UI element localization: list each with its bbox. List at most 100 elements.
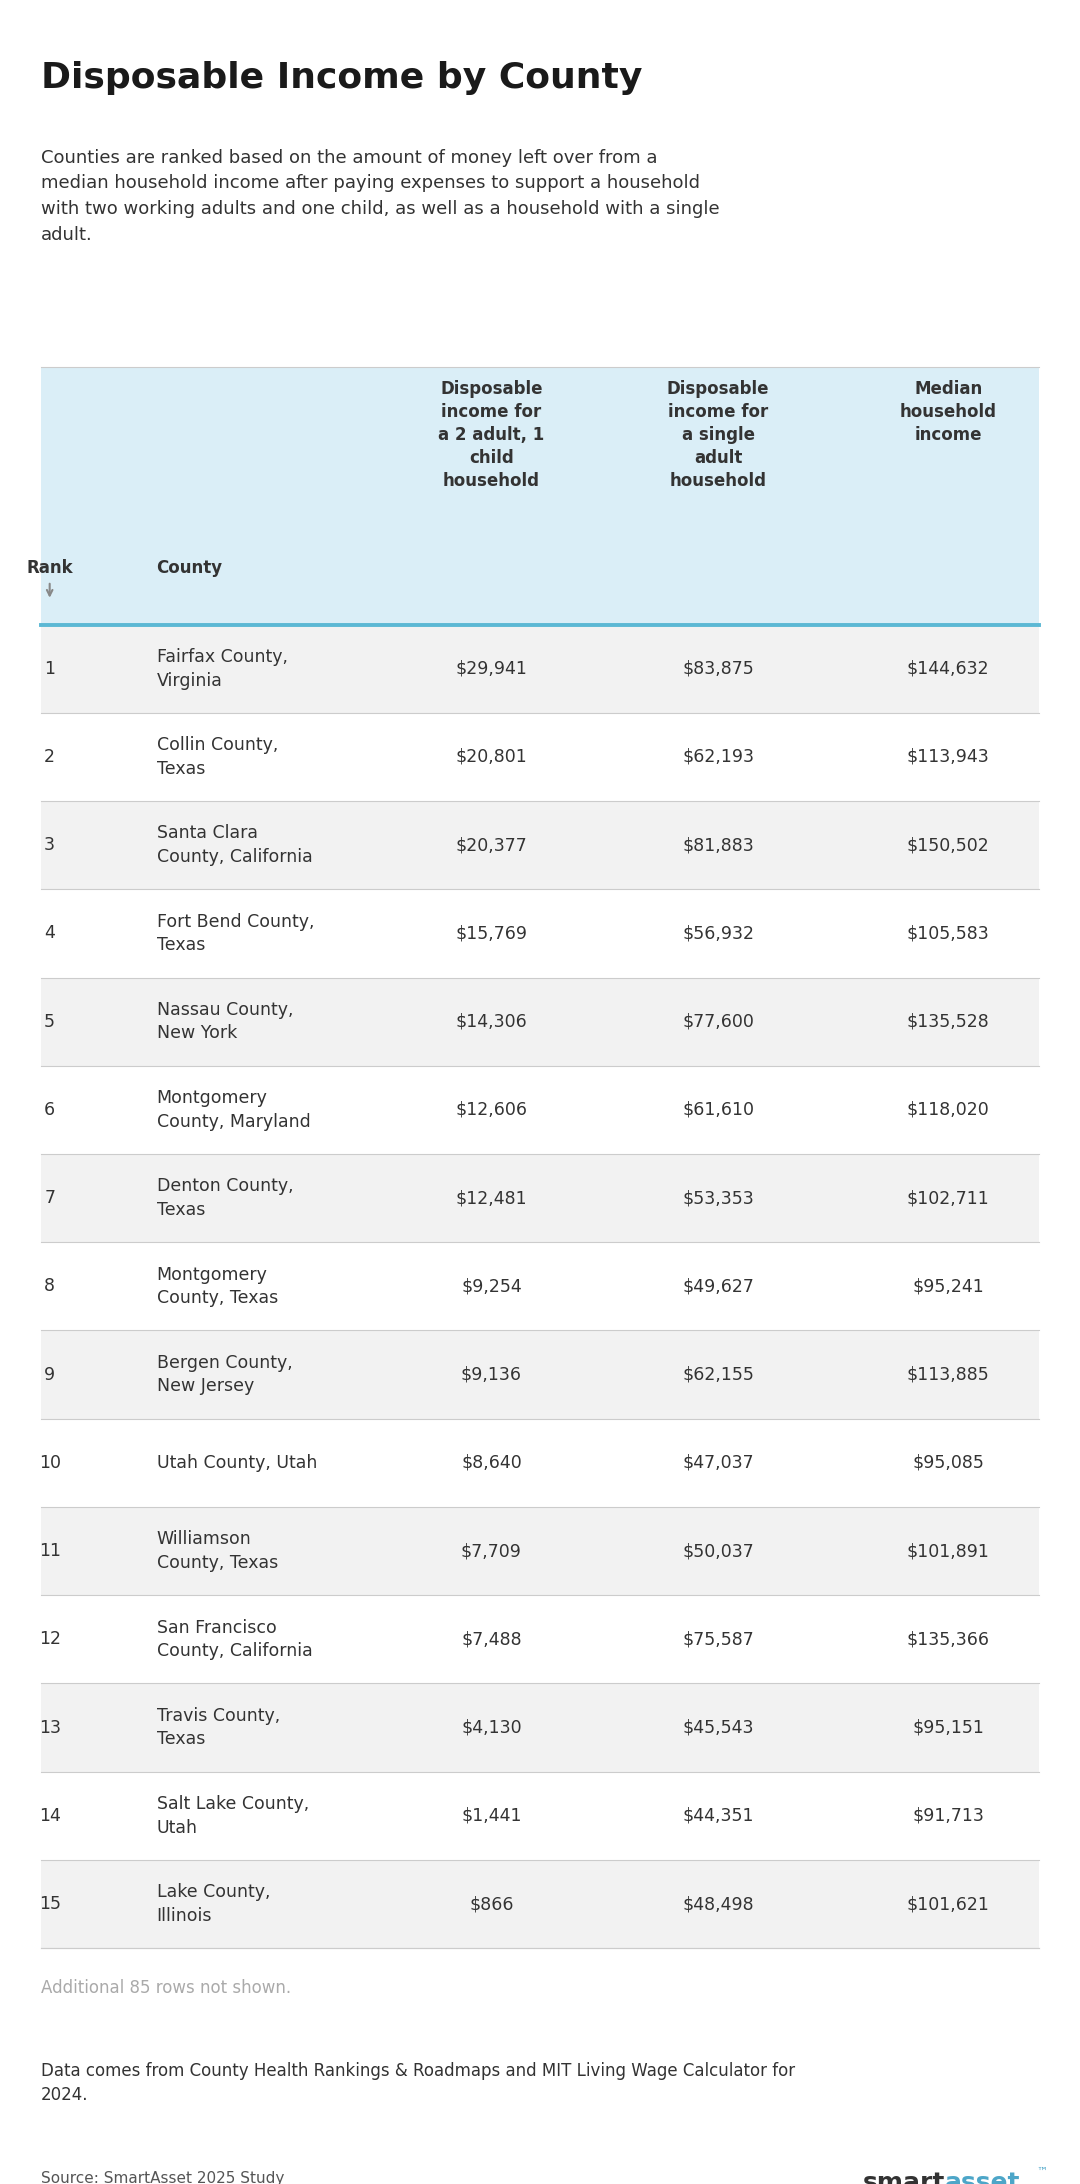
Text: $12,606: $12,606: [456, 1101, 527, 1118]
Bar: [41, 1153, 1039, 1243]
Text: Santa Clara
County, California: Santa Clara County, California: [157, 823, 312, 867]
Bar: [41, 978, 1039, 1066]
Text: $56,932: $56,932: [683, 924, 754, 943]
Bar: [41, 1507, 1039, 1594]
Bar: [41, 367, 1039, 625]
Text: Nassau County,
New York: Nassau County, New York: [157, 1000, 293, 1042]
Bar: [41, 1684, 1039, 1771]
Text: 4: 4: [44, 924, 55, 943]
Text: 15: 15: [39, 1896, 60, 1913]
Text: 3: 3: [44, 836, 55, 854]
Text: 13: 13: [39, 1719, 60, 1736]
Text: Montgomery
County, Maryland: Montgomery County, Maryland: [157, 1090, 310, 1131]
Text: Additional 85 rows not shown.: Additional 85 rows not shown.: [41, 1979, 292, 1996]
Bar: [41, 1243, 1039, 1330]
Text: Denton County,
Texas: Denton County, Texas: [157, 1177, 294, 1219]
Text: $7,709: $7,709: [461, 1542, 522, 1559]
Text: 14: 14: [39, 1806, 60, 1826]
Text: $95,151: $95,151: [913, 1719, 984, 1736]
Text: Counties are ranked based on the amount of money left over from a
median househo: Counties are ranked based on the amount …: [41, 149, 719, 245]
Text: $9,136: $9,136: [461, 1365, 522, 1385]
Text: $62,155: $62,155: [683, 1365, 754, 1385]
Text: Disposable
income for
a 2 adult, 1
child
household: Disposable income for a 2 adult, 1 child…: [438, 380, 544, 489]
Text: $75,587: $75,587: [683, 1629, 754, 1649]
Text: 11: 11: [39, 1542, 60, 1559]
Text: $45,543: $45,543: [683, 1719, 754, 1736]
Text: Montgomery
County, Texas: Montgomery County, Texas: [157, 1265, 278, 1308]
Text: ™: ™: [1037, 2167, 1048, 2177]
Text: $118,020: $118,020: [907, 1101, 989, 1118]
Text: $14,306: $14,306: [456, 1013, 527, 1031]
Text: $4,130: $4,130: [461, 1719, 522, 1736]
Text: $47,037: $47,037: [683, 1455, 754, 1472]
Text: $20,377: $20,377: [456, 836, 527, 854]
Bar: [41, 1771, 1039, 1861]
Text: $62,193: $62,193: [683, 747, 754, 767]
Text: $135,528: $135,528: [907, 1013, 989, 1031]
Text: Source: SmartAsset 2025 Study: Source: SmartAsset 2025 Study: [41, 2171, 284, 2184]
Text: 9: 9: [44, 1365, 55, 1385]
Bar: [41, 712, 1039, 802]
Text: 2: 2: [44, 747, 55, 767]
Text: Lake County,
Illinois: Lake County, Illinois: [157, 1883, 270, 1924]
Text: $144,632: $144,632: [907, 660, 989, 677]
Bar: [41, 889, 1039, 978]
Text: County: County: [157, 559, 222, 577]
Text: Median
household
income: Median household income: [900, 380, 997, 443]
Bar: [41, 1861, 1039, 1948]
Text: 5: 5: [44, 1013, 55, 1031]
Text: $29,941: $29,941: [456, 660, 527, 677]
Text: $20,801: $20,801: [456, 747, 527, 767]
Text: $7,488: $7,488: [461, 1629, 522, 1649]
Text: Disposable Income by County: Disposable Income by County: [41, 61, 643, 96]
Bar: [41, 625, 1039, 712]
Text: Fairfax County,
Virginia: Fairfax County, Virginia: [157, 649, 287, 690]
Text: $50,037: $50,037: [683, 1542, 754, 1559]
Text: $135,366: $135,366: [907, 1629, 989, 1649]
Text: 7: 7: [44, 1188, 55, 1208]
Text: $81,883: $81,883: [683, 836, 754, 854]
Text: Collin County,
Texas: Collin County, Texas: [157, 736, 278, 778]
Text: Disposable
income for
a single
adult
household: Disposable income for a single adult hou…: [667, 380, 769, 489]
Text: $101,891: $101,891: [907, 1542, 989, 1559]
Text: $105,583: $105,583: [907, 924, 989, 943]
Text: $91,713: $91,713: [913, 1806, 984, 1826]
Text: $8,640: $8,640: [461, 1455, 522, 1472]
Text: $15,769: $15,769: [456, 924, 527, 943]
Text: Travis County,
Texas: Travis County, Texas: [157, 1706, 280, 1749]
Text: $1,441: $1,441: [461, 1806, 522, 1826]
Text: 1: 1: [44, 660, 55, 677]
Text: $102,711: $102,711: [907, 1188, 989, 1208]
Text: Utah County, Utah: Utah County, Utah: [157, 1455, 316, 1472]
Text: $9,254: $9,254: [461, 1278, 522, 1295]
Bar: [41, 1420, 1039, 1507]
Text: $53,353: $53,353: [683, 1188, 754, 1208]
Bar: [41, 1594, 1039, 1684]
Text: $12,481: $12,481: [456, 1188, 527, 1208]
Text: $44,351: $44,351: [683, 1806, 754, 1826]
Text: $77,600: $77,600: [683, 1013, 754, 1031]
Text: 6: 6: [44, 1101, 55, 1118]
Text: Bergen County,
New Jersey: Bergen County, New Jersey: [157, 1354, 293, 1396]
Text: smart: smart: [863, 2171, 945, 2184]
Text: Data comes from County Health Rankings & Roadmaps and MIT Living Wage Calculator: Data comes from County Health Rankings &…: [41, 2062, 795, 2103]
Text: Salt Lake County,
Utah: Salt Lake County, Utah: [157, 1795, 309, 1837]
Bar: [41, 1066, 1039, 1153]
Text: $113,943: $113,943: [907, 747, 989, 767]
Text: Williamson
County, Texas: Williamson County, Texas: [157, 1531, 278, 1572]
Bar: [41, 1330, 1039, 1420]
Text: asset: asset: [945, 2171, 1021, 2184]
Text: $113,885: $113,885: [907, 1365, 989, 1385]
Text: $61,610: $61,610: [683, 1101, 754, 1118]
Text: $83,875: $83,875: [683, 660, 754, 677]
Text: Fort Bend County,
Texas: Fort Bend County, Texas: [157, 913, 314, 954]
Text: $95,085: $95,085: [913, 1455, 984, 1472]
Text: $95,241: $95,241: [913, 1278, 984, 1295]
Text: $101,621: $101,621: [907, 1896, 989, 1913]
Text: 10: 10: [39, 1455, 60, 1472]
Text: $49,627: $49,627: [683, 1278, 754, 1295]
Text: 8: 8: [44, 1278, 55, 1295]
Text: Rank: Rank: [26, 559, 73, 577]
Text: San Francisco
County, California: San Francisco County, California: [157, 1618, 312, 1660]
Bar: [41, 802, 1039, 889]
